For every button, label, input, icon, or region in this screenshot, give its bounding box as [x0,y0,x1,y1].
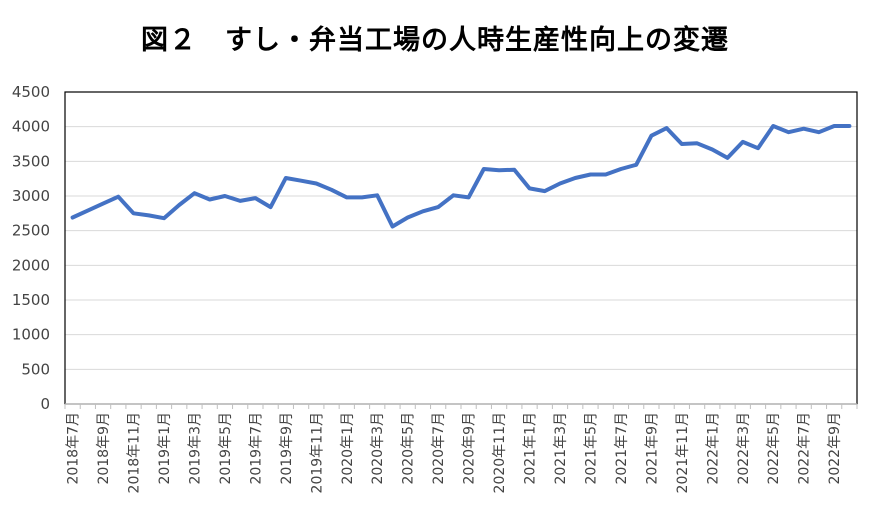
data-point [238,199,242,203]
x-tick-label: 2020年7月 [431,412,447,485]
data-point [817,130,821,134]
data-point [360,195,364,199]
x-tick-label: 2022年9月 [827,412,843,485]
data-point [695,141,699,145]
x-tick-label: 2021年7月 [614,412,630,485]
data-point [406,215,410,219]
x-tick-label: 2020年11月 [492,412,508,493]
y-tick-label: 1000 [12,326,50,344]
x-tick-label: 2021年5月 [583,412,599,485]
x-tick-label: 2022年7月 [797,412,813,485]
x-tick-label: 2019年5月 [218,412,234,485]
data-point [192,191,196,195]
plot-border [64,91,858,405]
data-point [665,126,669,130]
data-point [588,173,592,177]
x-tick-label: 2019年11月 [309,412,325,493]
data-point [132,211,136,215]
chart-title: 図２ すし・弁当工場の人時生産性向上の変遷 [141,25,729,56]
data-point [345,195,349,199]
data-point [786,130,790,134]
data-point [253,196,257,200]
data-point [208,197,212,201]
x-tick-label: 2022年5月 [766,412,782,485]
data-point [116,195,120,199]
data-point [726,156,730,160]
x-tick-label: 2018年9月 [96,412,112,485]
y-tick-label: 0 [40,395,50,413]
x-tick-label: 2020年9月 [462,412,478,485]
y-tick-label: 3500 [12,152,50,170]
data-point [284,176,288,180]
series-line [70,124,852,229]
x-tick-label: 2019年7月 [248,412,264,485]
data-point [710,148,714,152]
data-point [741,140,745,144]
y-tick-label: 3000 [12,187,50,205]
y-tick-label: 500 [21,360,50,378]
y-tick-label: 4000 [12,118,50,136]
data-point [756,146,760,150]
y-tick-label: 2000 [12,256,50,274]
data-point [802,127,806,131]
x-tick-label: 2018年7月 [66,412,82,485]
x-tick-label: 2019年9月 [279,412,295,485]
data-point [528,186,532,190]
x-tick-label: 2021年11月 [675,412,691,493]
data-point [558,182,562,186]
data-point [162,216,166,220]
x-tick-label: 2022年1月 [705,412,721,485]
x-tick-label: 2021年9月 [644,412,660,485]
data-point [771,124,775,128]
data-point [832,124,836,128]
x-tick-label: 2019年3月 [187,412,203,485]
data-point [604,173,608,177]
y-tick-label: 4500 [12,83,50,101]
data-point [421,209,425,213]
data-point [619,167,623,171]
y-tick-label: 1500 [12,291,50,309]
y-axis-tick-labels: 0 500 1000 1500 2000 2500 3000 3500 4000 4500 [12,83,50,413]
data-point [680,142,684,146]
x-tick-label: 2019年1月 [157,412,173,485]
data-point [634,163,638,167]
x-tick-label: 2020年3月 [370,412,386,485]
x-tick-label: 2022年3月 [736,412,752,485]
x-tick-label: 2020年5月 [401,412,417,485]
data-point [299,179,303,183]
axes [64,91,858,409]
data-point [269,205,273,209]
x-tick-label: 2018年11月 [127,412,143,493]
data-point [543,189,547,193]
data-point [375,193,379,197]
data-point [86,209,90,213]
data-point [482,167,486,171]
series-line-layer [70,124,852,229]
data-point [512,168,516,172]
data-point [101,202,105,206]
data-point [467,195,471,199]
y-tick-label: 2500 [12,222,50,240]
data-point [497,168,501,172]
data-point [390,225,394,229]
data-point [147,213,151,217]
x-tick-label: 2021年3月 [553,412,569,485]
x-tick-label: 2020年1月 [340,412,356,485]
data-point [847,124,851,128]
data-point [649,134,653,138]
data-point [71,215,75,219]
data-point [451,193,455,197]
data-point [177,203,181,207]
gridlines [65,91,857,370]
data-point [314,182,318,186]
data-point [330,188,334,192]
data-point [573,176,577,180]
data-point [436,205,440,209]
data-point [223,194,227,198]
x-axis-tick-labels: 2018年7月 2018年9月 2018年11月 2019年1月 2019年3月 2019… [66,412,844,493]
x-tick-label: 2021年1月 [523,412,539,485]
